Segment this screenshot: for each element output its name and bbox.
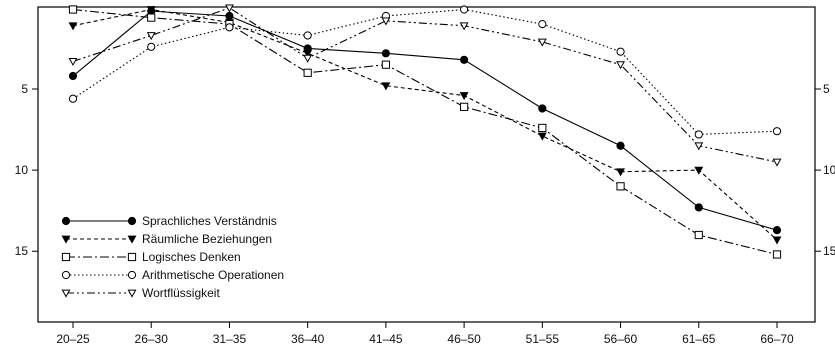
y-tick-label-left: 10	[15, 163, 29, 177]
data-point-s4	[538, 20, 547, 29]
data-point-s3	[772, 250, 782, 259]
data-point-s1	[772, 226, 782, 235]
x-tick-label: 41–45	[369, 332, 403, 346]
x-tick-label: 31–35	[213, 332, 247, 346]
plot-frame	[37, 6, 816, 323]
data-point-s5	[537, 38, 547, 47]
data-point-s5	[146, 32, 156, 41]
data-point-s4	[616, 47, 625, 56]
data-point-s4	[303, 31, 312, 40]
data-point-s3	[694, 230, 703, 240]
legend-label-1: Sprachliches Verständnis	[142, 214, 277, 228]
data-point-s3	[460, 102, 469, 111]
legend-label-2: Räumliche Beziehungen	[142, 232, 272, 246]
data-point-s1	[694, 203, 703, 212]
data-point-s2	[537, 132, 547, 141]
series-line-4	[72, 8, 778, 135]
data-point-s4	[147, 42, 156, 51]
x-tick-label: 51–55	[526, 332, 560, 346]
data-point-s5	[381, 17, 391, 26]
x-tick-label: 61–65	[682, 332, 716, 346]
data-point-s5	[694, 142, 704, 151]
x-tick-label: 56–60	[604, 332, 638, 346]
x-tick-label: 26–30	[135, 332, 169, 346]
data-point-s2	[303, 49, 313, 58]
legend-marker	[61, 252, 71, 262]
data-point-s2	[772, 236, 782, 245]
series-line-3	[72, 8, 778, 256]
data-point-s1	[460, 55, 469, 64]
data-point-s4	[68, 94, 78, 103]
data-point-s3	[147, 13, 156, 22]
data-point-s5	[68, 58, 78, 67]
data-point-s2	[146, 6, 156, 15]
data-point-s5	[772, 158, 782, 167]
series-line-5	[72, 7, 778, 163]
data-point-s5	[303, 54, 313, 63]
data-point-s1	[68, 71, 78, 81]
data-point-s5	[224, 4, 234, 13]
y-tick-label-left: 15	[15, 244, 29, 258]
data-point-s1	[225, 11, 234, 21]
legend-marker	[127, 235, 137, 244]
data-point-s3	[381, 60, 390, 69]
data-point-s3	[303, 68, 312, 77]
data-point-s5	[616, 61, 626, 70]
data-point-s4	[460, 5, 469, 14]
data-point-s1	[616, 141, 625, 150]
y-tick-label-right: 10	[823, 163, 835, 177]
data-point-s3	[68, 5, 78, 14]
data-point-s4	[772, 127, 782, 136]
legend-marker	[61, 216, 71, 226]
legend-marker	[61, 270, 71, 280]
x-tick-label: 20–25	[56, 332, 90, 346]
data-point-s5	[459, 22, 469, 31]
y-tick-label-left: 5	[21, 82, 28, 96]
data-point-s4	[694, 130, 703, 139]
data-point-s1	[538, 104, 547, 113]
legend-marker	[127, 289, 137, 298]
x-tick-label: 66–70	[760, 332, 794, 346]
x-tick-label: 46–50	[447, 332, 481, 346]
legend-marker	[127, 216, 137, 226]
legend-label-5: Wortflüssigkeit	[142, 286, 220, 300]
data-point-s3	[538, 123, 547, 133]
series-line-2	[72, 8, 778, 241]
legend-marker	[127, 270, 137, 280]
data-point-s4	[225, 23, 234, 32]
legend-label-4: Arithmetische Operationen	[142, 268, 284, 282]
data-point-s2	[694, 166, 704, 175]
y-tick-label-right: 15	[823, 244, 835, 258]
legend-marker	[127, 252, 137, 262]
x-tick-label: 36–40	[291, 332, 325, 346]
data-point-s3	[616, 182, 625, 191]
data-point-s2	[459, 92, 469, 101]
legend-marker	[61, 289, 71, 298]
data-point-s2	[381, 82, 391, 91]
legend-marker	[61, 235, 71, 244]
data-point-s2	[616, 168, 626, 177]
y-tick-label-right: 5	[823, 82, 830, 96]
data-point-s2	[68, 22, 78, 31]
series-line-1	[72, 10, 778, 231]
data-point-s1	[381, 49, 390, 58]
legend-label-3: Logisches Denken	[142, 250, 241, 264]
